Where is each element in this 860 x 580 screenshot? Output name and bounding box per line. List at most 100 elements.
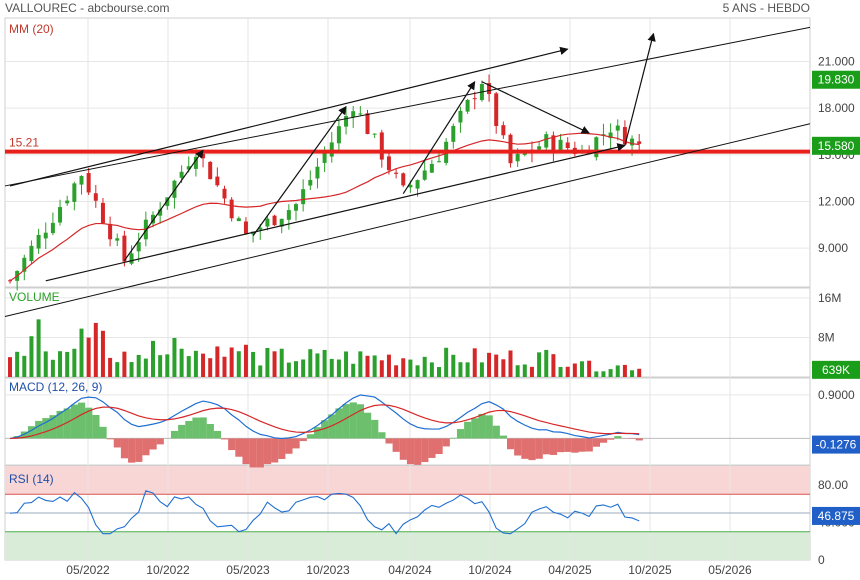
candle — [522, 152, 527, 155]
macd-histogram-bar — [356, 404, 365, 439]
price-tag-high: 19.830 — [818, 73, 855, 87]
macd-histogram-bar — [564, 438, 572, 452]
macd-histogram-bar — [507, 438, 515, 450]
price-tick-label: 21.000 — [818, 55, 855, 69]
macd-histogram-bar — [578, 438, 586, 452]
volume-bar — [129, 362, 134, 377]
macd-histogram-bar — [449, 437, 457, 439]
rsi-oversold-zone — [5, 531, 810, 560]
volume-bar — [329, 358, 334, 377]
macd-histogram-bar — [206, 423, 214, 439]
candle — [108, 223, 113, 240]
volume-bar — [108, 357, 113, 377]
macd-histogram-bar — [20, 431, 28, 439]
volume-bar — [451, 354, 456, 377]
macd-histogram-bar — [392, 438, 400, 452]
macd-histogram-bar — [228, 438, 236, 451]
candle — [243, 221, 248, 234]
candle — [358, 113, 363, 115]
macd-histogram-bar — [35, 420, 43, 439]
volume-bar — [100, 330, 105, 377]
chart-period: 5 ANS - HEBDO — [722, 1, 810, 15]
macd-histogram-bar — [535, 438, 543, 459]
volume-bar — [86, 337, 91, 377]
macd-histogram-bar — [170, 430, 179, 439]
candle — [165, 197, 170, 206]
x-tick-label: 10/2023 — [306, 563, 350, 577]
price-tick-label: 12.000 — [818, 194, 855, 208]
volume-bar — [472, 348, 477, 377]
volume-bar — [515, 365, 520, 377]
candle — [422, 170, 427, 180]
macd-histogram-bar — [521, 438, 529, 459]
macd-histogram-bar — [371, 419, 379, 439]
volume-bar — [622, 364, 627, 377]
macd-histogram-bar — [256, 438, 264, 468]
volume-bar — [272, 351, 277, 377]
volume-bar — [29, 336, 34, 377]
x-tick-label: 10/2024 — [468, 563, 512, 577]
volume-bar — [115, 362, 120, 377]
candle — [622, 127, 627, 145]
candle — [637, 141, 642, 144]
trend-arrow — [123, 149, 204, 261]
candle — [272, 215, 277, 226]
candle — [72, 183, 77, 202]
candle — [336, 126, 341, 144]
macd-histogram-bar — [213, 430, 222, 439]
volume-bar — [172, 337, 177, 377]
price-tag-high-bg — [812, 70, 860, 89]
macd-histogram-bar — [406, 438, 415, 465]
macd-histogram-bar — [299, 438, 307, 442]
macd-histogram-bar — [364, 412, 372, 439]
volume-bar — [93, 322, 98, 377]
candle — [329, 142, 334, 157]
volume-bar — [565, 366, 570, 377]
macd-histogram-bar — [263, 438, 272, 465]
macd-histogram-bar — [49, 415, 57, 439]
volume-bar — [265, 348, 270, 377]
volume-bar — [179, 348, 184, 377]
volume-bar — [394, 365, 399, 377]
macd-histogram-bar — [557, 438, 565, 453]
candle — [129, 253, 134, 264]
candle — [93, 193, 98, 201]
trend-arrow — [9, 46, 569, 187]
candle — [215, 176, 220, 186]
trend-arrow — [481, 81, 590, 134]
volume-bar — [50, 359, 55, 377]
candle — [151, 214, 155, 224]
candle — [465, 99, 470, 112]
macd-histogram-bar — [135, 438, 143, 462]
volume-bar — [386, 354, 391, 377]
candle — [415, 180, 420, 189]
macd-histogram-bar — [113, 438, 121, 448]
volume-label: VOLUME — [9, 290, 60, 304]
volume-bar — [501, 359, 506, 377]
macd-histogram-bar — [514, 438, 522, 456]
macd-histogram-bar — [456, 429, 465, 439]
macd-histogram-bar — [421, 438, 429, 463]
macd-histogram-bar — [321, 420, 329, 439]
candle — [501, 125, 506, 136]
candle — [179, 171, 184, 178]
macd-histogram-bar — [278, 438, 286, 459]
volume-bar — [243, 344, 248, 377]
candle — [401, 173, 406, 186]
candle — [379, 132, 384, 160]
candle — [208, 161, 213, 180]
candle — [344, 116, 349, 127]
candle — [451, 125, 456, 142]
macd-histogram-bar — [199, 417, 207, 439]
macd-histogram-bar — [599, 438, 608, 443]
volume-bar — [286, 362, 291, 377]
candle — [537, 146, 542, 150]
volume-bar — [401, 358, 406, 377]
x-tick-label: 05/2022 — [66, 563, 110, 577]
candle — [386, 156, 391, 171]
volume-bar — [165, 354, 170, 377]
volume-bar — [594, 371, 599, 377]
candle — [100, 202, 105, 224]
volume-bar — [222, 356, 227, 377]
macd-histogram-bar — [635, 438, 643, 441]
